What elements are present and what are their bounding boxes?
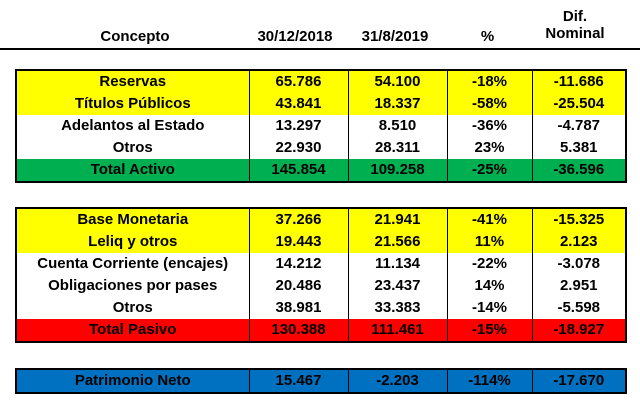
table-row: Base Monetaria 37.266 21.941 -41% -15.325 xyxy=(15,207,627,231)
value-2018: 130.388 xyxy=(248,319,349,343)
percent-change: -14% xyxy=(446,297,533,319)
row-label: Adelantos al Estado xyxy=(15,115,250,137)
activo-table: Reservas 65.786 54.100 -18% -11.686 Títulos P… xyxy=(15,69,627,183)
table-row: Leliq y otros 19.443 21.566 11% 2.123 xyxy=(15,231,627,253)
table-header: Concepto 30/12/2018 31/8/2019 % Dif. Nom… xyxy=(0,0,640,50)
value-2018: 22.930 xyxy=(248,137,349,159)
nominal-difference: -18.927 xyxy=(531,319,627,343)
value-2018: 65.786 xyxy=(248,69,349,93)
nominal-difference: -17.670 xyxy=(531,368,627,394)
table-row: Cuenta Corriente (encajes) 14.212 11.134 -2… xyxy=(15,253,627,275)
row-label: Títulos Públicos xyxy=(15,93,250,115)
header-percent: % xyxy=(480,28,495,45)
table-row: Patrimonio Neto 15.467 -2.203 -114% -17.670 xyxy=(15,368,627,394)
patrimonio-table: Patrimonio Neto 15.467 -2.203 -114% -17.670 xyxy=(15,368,627,394)
value-2018: 37.266 xyxy=(248,207,349,231)
header-dif-line1: Dif. xyxy=(562,8,588,25)
value-2019: 21.941 xyxy=(347,207,448,231)
percent-change: -15% xyxy=(446,319,533,343)
row-label: Leliq y otros xyxy=(15,231,250,253)
percent-change: -58% xyxy=(446,93,533,115)
table-row: Reservas 65.786 54.100 -18% -11.686 xyxy=(15,69,627,93)
percent-change: -41% xyxy=(446,207,533,231)
percent-change: 14% xyxy=(446,275,533,297)
percent-change: -18% xyxy=(446,69,533,93)
nominal-difference: -3.078 xyxy=(531,253,627,275)
value-2018: 15.467 xyxy=(248,368,349,394)
nominal-difference: -15.325 xyxy=(531,207,627,231)
value-2019: 28.311 xyxy=(347,137,448,159)
value-2018: 19.443 xyxy=(248,231,349,253)
percent-change: -36% xyxy=(446,115,533,137)
nominal-difference: 2.951 xyxy=(531,275,627,297)
value-2019: 33.383 xyxy=(347,297,448,319)
row-label: Base Monetaria xyxy=(15,207,250,231)
table-row: Obligaciones por pases 20.486 23.437 14% 2.9… xyxy=(15,275,627,297)
nominal-difference: -4.787 xyxy=(531,115,627,137)
value-2018: 38.981 xyxy=(248,297,349,319)
percent-change: -22% xyxy=(446,253,533,275)
nominal-difference: 2.123 xyxy=(531,231,627,253)
nominal-difference: -36.596 xyxy=(531,159,627,183)
value-2018: 13.297 xyxy=(248,115,349,137)
value-2019: 111.461 xyxy=(347,319,448,343)
pasivo-table: Base Monetaria 37.266 21.941 -41% -15.325 Lel… xyxy=(15,207,627,343)
value-2019: 18.337 xyxy=(347,93,448,115)
row-label: Reservas xyxy=(15,69,250,93)
header-dif-nominal: Dif. Nominal xyxy=(520,8,630,42)
table-row: Otros 22.930 28.311 23% 5.381 xyxy=(15,137,627,159)
row-label: Otros xyxy=(15,137,250,159)
percent-change: 23% xyxy=(446,137,533,159)
value-2019: 54.100 xyxy=(347,69,448,93)
value-2019: 11.134 xyxy=(347,253,448,275)
value-2018: 20.486 xyxy=(248,275,349,297)
row-label: Otros xyxy=(15,297,250,319)
table-row: Otros 38.981 33.383 -14% -5.598 xyxy=(15,297,627,319)
table-row: Adelantos al Estado 13.297 8.510 -36% -4.787 xyxy=(15,115,627,137)
nominal-difference: -11.686 xyxy=(531,69,627,93)
table-row: Total Pasivo 130.388 111.461 -15% -18.927 xyxy=(15,319,627,343)
table-row: Títulos Públicos 43.841 18.337 -58% -25.504 xyxy=(15,93,627,115)
percent-change: -25% xyxy=(446,159,533,183)
value-2019: 21.566 xyxy=(347,231,448,253)
header-dif-line2: Nominal xyxy=(545,25,605,42)
row-label: Total Activo xyxy=(15,159,250,183)
table-row: Total Activo 145.854 109.258 -25% -36.596 xyxy=(15,159,627,183)
header-date-2018: 30/12/2018 xyxy=(257,28,333,45)
value-2018: 145.854 xyxy=(248,159,349,183)
value-2019: 23.437 xyxy=(347,275,448,297)
nominal-difference: -5.598 xyxy=(531,297,627,319)
row-label: Obligaciones por pases xyxy=(15,275,250,297)
nominal-difference: -25.504 xyxy=(531,93,627,115)
value-2018: 43.841 xyxy=(248,93,349,115)
percent-change: 11% xyxy=(446,231,533,253)
value-2019: 8.510 xyxy=(347,115,448,137)
value-2018: 14.212 xyxy=(248,253,349,275)
percent-change: -114% xyxy=(446,368,533,394)
value-2019: 109.258 xyxy=(347,159,448,183)
header-date-2019: 31/8/2019 xyxy=(361,28,429,45)
row-label: Cuenta Corriente (encajes) xyxy=(15,253,250,275)
nominal-difference: 5.381 xyxy=(531,137,627,159)
header-concepto: Concepto xyxy=(100,28,170,45)
value-2019: -2.203 xyxy=(347,368,448,394)
row-label: Patrimonio Neto xyxy=(15,368,250,394)
row-label: Total Pasivo xyxy=(15,319,250,343)
